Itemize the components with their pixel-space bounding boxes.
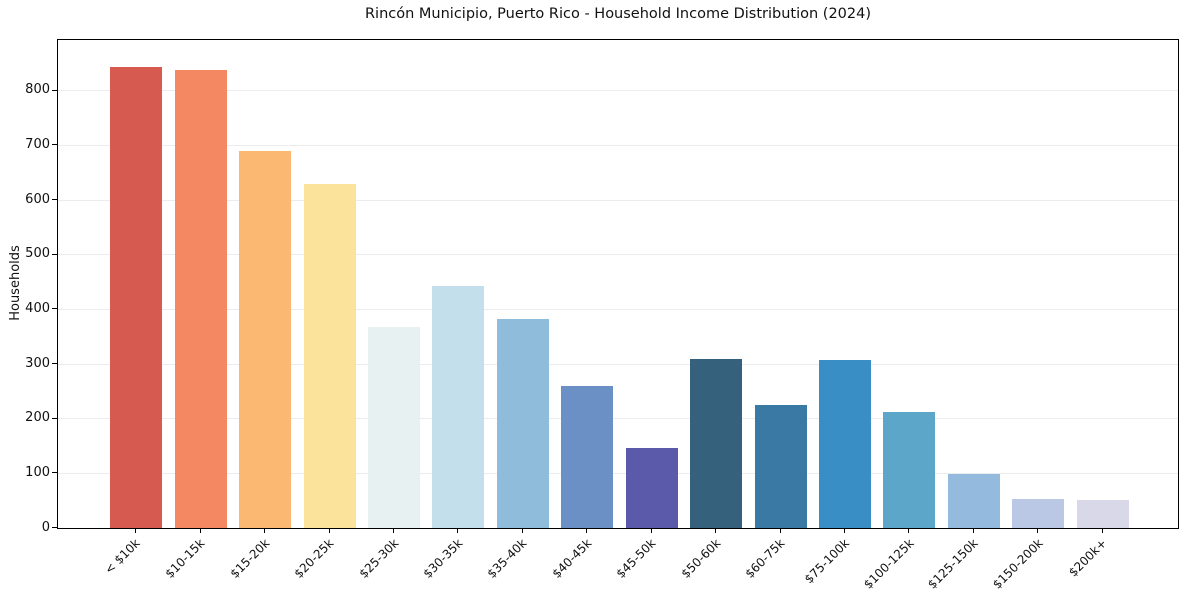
bar-10k [110,67,163,528]
xtick-label-25-30k: $25-30k [356,536,401,581]
bar-30-35k [432,286,485,528]
xtick-label-15-20k: $15-20k [227,536,272,581]
bar-50-60k [690,358,743,528]
ytick-mark-500 [52,253,57,255]
ytick-mark-700 [52,144,57,146]
gridline-100 [58,472,1178,474]
xtick-label-20-25k: $20-25k [291,536,337,581]
ytick-label-300: 300 [25,355,50,371]
xtick-label-10-15k: $10-15k [162,536,208,581]
xtick-mark-20-25k [328,529,330,533]
xtick-mark-15-20k [264,529,266,533]
ytick-label-600: 600 [25,191,50,207]
plot-area [57,39,1179,529]
ytick-mark-200 [52,417,57,419]
xtick-label-60-75k: $60-75k [742,536,788,581]
xtick-label-100-125k: $100-125k [860,536,917,590]
bar-125-150k [947,474,1000,528]
ytick-label-500: 500 [25,246,50,262]
gridline-500 [58,254,1178,256]
xtick-mark-10k [135,529,137,533]
gridline-400 [58,308,1178,310]
bar-150-200k [1012,499,1065,528]
gridline-800 [58,90,1178,92]
ytick-mark-0 [52,527,57,528]
xtick-label-125-150k: $125-150k [925,536,981,590]
ytick-mark-400 [52,308,57,310]
xtick-mark-35-40k [521,529,523,533]
ytick-label-400: 400 [25,300,50,316]
xtick-mark-60-75k [779,529,781,533]
bar-200k+ [1076,500,1129,528]
xtick-mark-200k+ [1101,529,1103,533]
ytick-mark-300 [52,363,57,365]
bar-45-50k [625,447,678,528]
xtick-mark-100-125k [908,529,910,533]
ytick-label-200: 200 [25,410,50,426]
xtick-mark-10-15k [199,529,201,533]
gridline-600 [58,199,1178,201]
xtick-label-10k: < $10k [102,536,144,577]
xtick-label-50-60k: $50-60k [678,536,724,581]
bar-75-100k [819,359,872,528]
bar-15-20k [239,150,292,528]
xtick-mark-150-200k [1037,529,1039,533]
bar-100-125k [883,412,936,528]
xtick-mark-75-100k [844,529,846,533]
gridline-300 [58,363,1178,365]
xtick-label-40-45k: $40-45k [549,536,595,581]
ytick-mark-600 [52,199,57,201]
ytick-label-700: 700 [25,136,50,152]
bar-25-30k [367,327,420,528]
bar-10-15k [174,69,227,528]
xtick-mark-40-45k [586,529,588,533]
xtick-label-35-40k: $35-40k [484,536,530,581]
xtick-label-75-100k: $75-100k [801,536,852,587]
xtick-label-200k+: $200k+ [1066,536,1110,580]
xtick-mark-45-50k [650,529,652,533]
xtick-label-30-35k: $30-35k [420,536,466,581]
gridline-200 [58,418,1178,420]
ytick-label-0: 0 [41,519,50,535]
chart-title: Rincón Municipio, Puerto Rico - Househol… [364,6,872,22]
xtick-mark-50-60k [715,529,717,533]
xtick-mark-25-30k [392,529,394,533]
bar-40-45k [561,386,614,528]
xtick-label-150-200k: $150-200k [989,536,1046,590]
bar-60-75k [754,405,807,528]
xtick-mark-30-35k [457,529,459,533]
ytick-label-100: 100 [25,464,50,480]
xtick-mark-125-150k [972,529,974,533]
gridline-700 [58,144,1178,146]
xtick-label-45-50k: $45-50k [613,536,659,581]
ytick-mark-100 [52,472,57,474]
ytick-mark-800 [52,89,57,91]
ytick-label-800: 800 [25,82,50,98]
bar-20-25k [303,183,356,528]
bar-35-40k [496,318,549,528]
